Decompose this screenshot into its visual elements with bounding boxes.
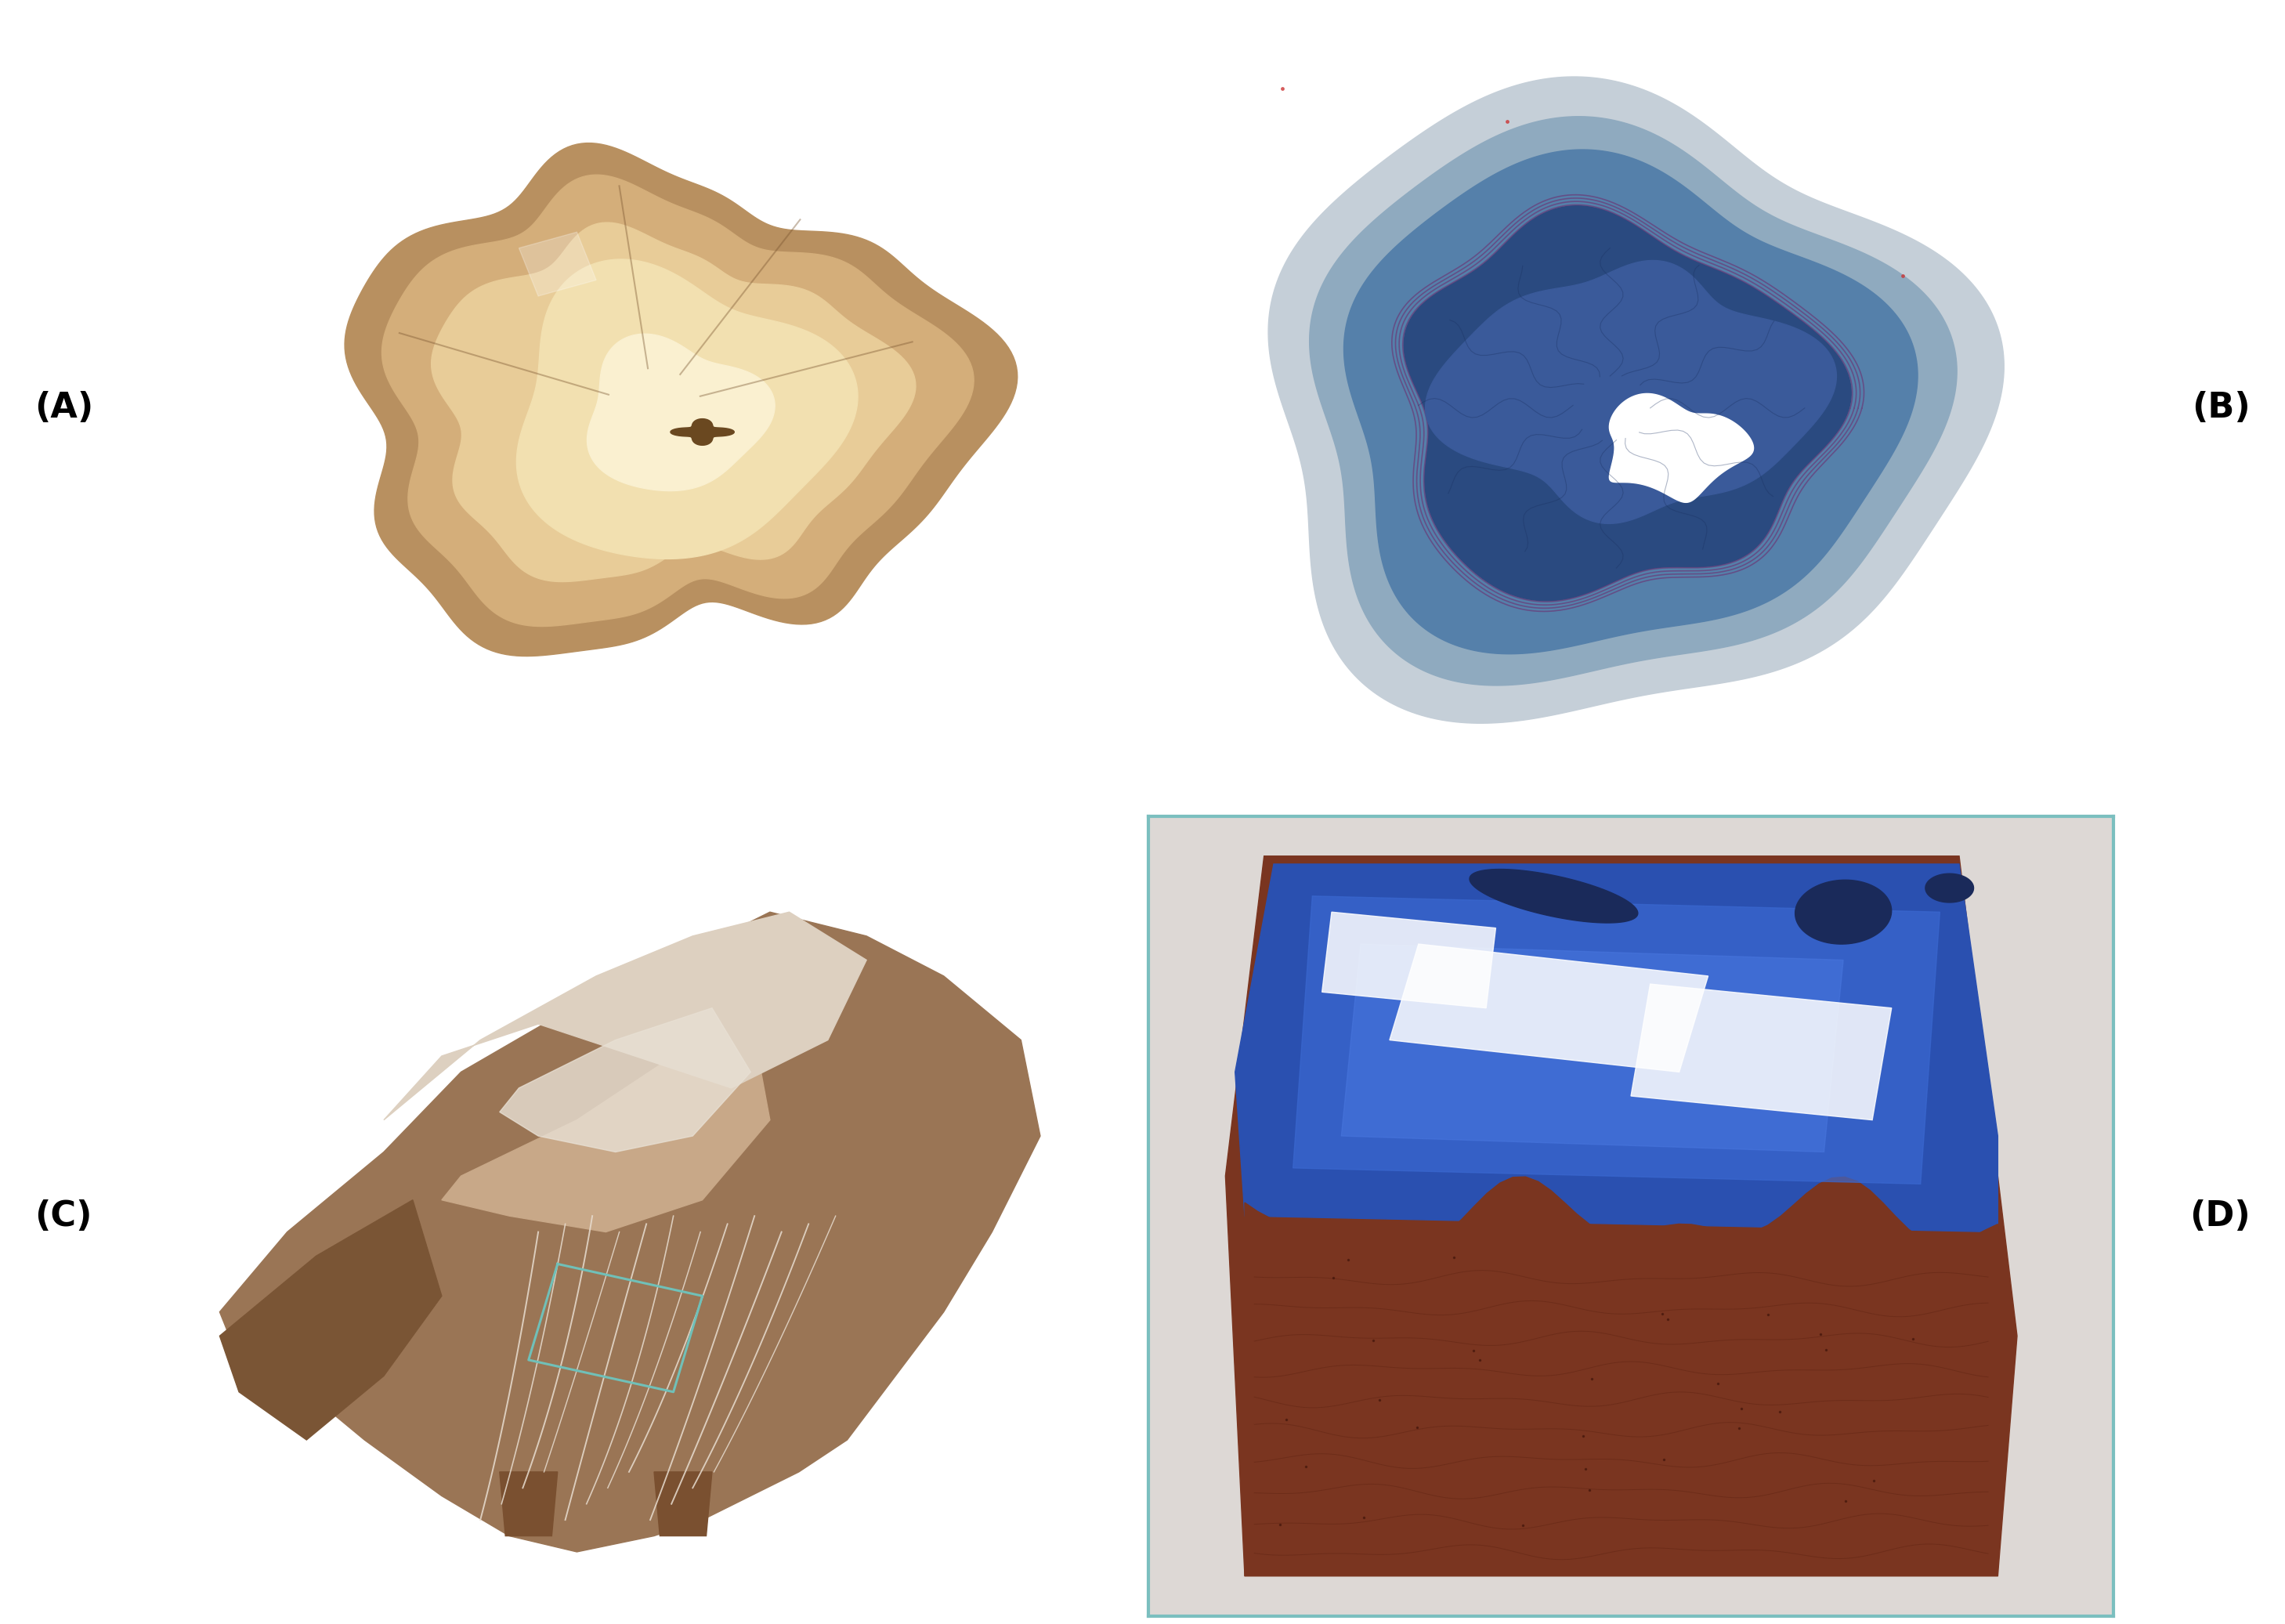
Polygon shape xyxy=(500,1009,749,1151)
Polygon shape xyxy=(1631,984,1892,1121)
Polygon shape xyxy=(1926,874,1974,903)
Polygon shape xyxy=(1323,913,1497,1009)
Polygon shape xyxy=(1268,76,2004,723)
Text: (A): (A) xyxy=(34,391,94,425)
Polygon shape xyxy=(500,1471,558,1536)
Polygon shape xyxy=(1293,896,1940,1184)
Polygon shape xyxy=(219,1200,441,1440)
Polygon shape xyxy=(1225,856,2018,1575)
Polygon shape xyxy=(1236,864,1997,1233)
Polygon shape xyxy=(519,232,596,296)
Polygon shape xyxy=(384,913,866,1121)
Text: (B): (B) xyxy=(2191,391,2251,425)
Polygon shape xyxy=(670,419,733,445)
Polygon shape xyxy=(516,260,857,559)
Polygon shape xyxy=(1426,260,1837,523)
Text: (C): (C) xyxy=(34,1199,91,1233)
Polygon shape xyxy=(1389,944,1709,1072)
Polygon shape xyxy=(1403,206,1851,601)
Polygon shape xyxy=(1245,1177,1997,1575)
Polygon shape xyxy=(1344,149,1917,654)
Text: (D): (D) xyxy=(2189,1199,2251,1233)
Polygon shape xyxy=(1796,880,1892,944)
Polygon shape xyxy=(1609,393,1753,502)
Polygon shape xyxy=(345,143,1017,656)
Polygon shape xyxy=(1341,944,1844,1151)
Polygon shape xyxy=(382,175,973,627)
Polygon shape xyxy=(432,222,916,581)
Polygon shape xyxy=(441,1017,770,1233)
Polygon shape xyxy=(1309,117,1956,685)
Polygon shape xyxy=(587,335,775,490)
Polygon shape xyxy=(1469,869,1638,922)
Polygon shape xyxy=(654,1471,713,1536)
Polygon shape xyxy=(219,913,1040,1553)
